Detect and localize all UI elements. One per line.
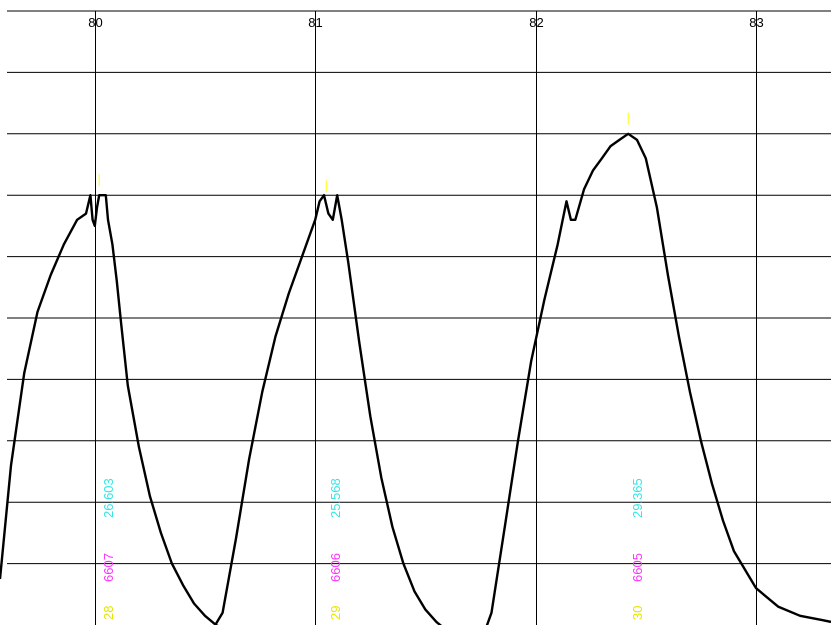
peak-label-magenta: 6606 xyxy=(328,553,343,582)
peak-label-cyan: 29.365 xyxy=(630,478,645,518)
x-tick-label: 80 xyxy=(88,15,102,30)
horizontal-gridlines xyxy=(7,10,831,565)
peak-label-yellow: 28 xyxy=(101,606,116,620)
x-tick-labels: 80 81 82 83 xyxy=(88,15,763,30)
peak-label-cyan: 25.568 xyxy=(328,478,343,518)
x-tick-label: 82 xyxy=(529,15,543,30)
peak-label-cyan: 26.603 xyxy=(101,478,116,518)
vertical-gridlines xyxy=(95,11,757,625)
signal-traces xyxy=(0,132,831,625)
trace-line xyxy=(213,193,443,625)
peak-label-yellow: 30 xyxy=(630,606,645,620)
x-tick-label: 81 xyxy=(308,15,322,30)
peak-annotations: 26.603 6607 28 25.568 6606 29 29.365 6605 30 xyxy=(98,112,645,620)
peak-label-magenta: 6605 xyxy=(630,553,645,582)
trace-line xyxy=(0,193,219,625)
trace-line xyxy=(485,132,831,625)
x-tick-label: 83 xyxy=(749,15,763,30)
peak-label-magenta: 6607 xyxy=(101,553,116,582)
peak-label-yellow: 29 xyxy=(328,606,343,620)
